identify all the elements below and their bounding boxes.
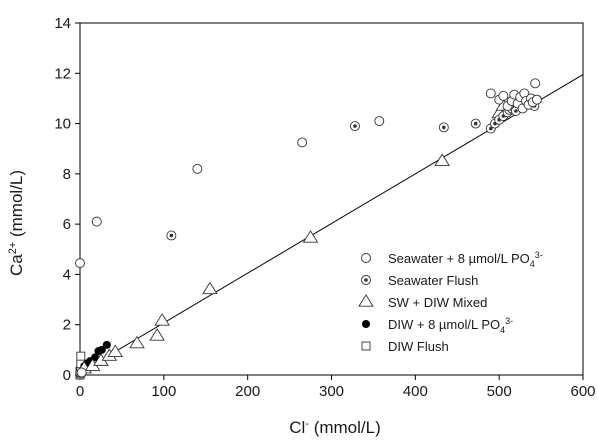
data-point-filled-circle <box>102 340 111 349</box>
x-tick-label: 500 <box>487 383 512 400</box>
data-point-open-triangle <box>202 281 218 295</box>
y-tick-label: 10 <box>54 116 71 133</box>
regression-line <box>79 74 584 373</box>
data-point-open-triangle <box>107 344 124 358</box>
trend-line-group <box>79 74 584 373</box>
data-point-dotted-circle <box>438 122 449 133</box>
axes: 0 100 200 300 400 500 600 0 2 4 6 8 10 12 14 <box>54 15 595 400</box>
marker-dot <box>442 125 446 130</box>
y-tick-label: 14 <box>54 15 71 32</box>
x-tick-label: 300 <box>319 383 344 400</box>
x-tick-label: 600 <box>570 383 595 400</box>
data-point-open-circle <box>498 90 509 101</box>
data-point-open-triangle <box>149 328 165 341</box>
marker-dot <box>473 121 478 126</box>
marker-dot <box>169 233 174 238</box>
data-point-open-circle <box>374 116 385 127</box>
marker-dot <box>488 126 493 131</box>
legend: Seawater + 8 µmol/L PO43- Seawater Flush S… <box>358 250 543 354</box>
data-point-dotted-circle <box>350 121 360 132</box>
legend-label: DIW + 8 µmol/L PO43- <box>388 316 513 335</box>
y-tick-label: 12 <box>54 65 71 82</box>
y-tick-label: 0 <box>63 367 71 384</box>
x-tick-label: 400 <box>403 383 428 400</box>
x-tick-label: 100 <box>151 383 176 400</box>
y-tick-label: 4 <box>63 266 71 283</box>
data-point-open-circle <box>531 94 542 105</box>
legend-label: Seawater Flush <box>388 273 478 288</box>
marker-dot <box>364 278 368 282</box>
y-tick-label: 2 <box>63 317 71 334</box>
data-point-open-triangle <box>434 153 450 166</box>
legend-label: Seawater + 8 µmol/L PO43- <box>388 250 543 269</box>
data-point-open-triangle <box>154 313 170 326</box>
data-point-open-circle <box>297 137 308 148</box>
x-tick-label: 200 <box>235 383 260 400</box>
y-tick-label: 6 <box>63 216 71 233</box>
data-point-open-square <box>76 351 86 361</box>
marker-dot <box>353 124 357 128</box>
y-tick-label: 8 <box>63 166 71 183</box>
y-axis-title: Ca2+ (mmol/L) <box>7 170 26 276</box>
legend-marker-filled-circle <box>362 320 370 328</box>
legend-marker-open-square <box>361 341 371 351</box>
legend-label: DIW Flush <box>388 339 449 354</box>
x-axis-title: Cl- (mmol/L) <box>289 418 381 437</box>
data-point-open-circle <box>530 78 541 89</box>
data-point-open-circle <box>485 88 496 99</box>
legend-marker-open-triangle <box>358 294 374 307</box>
data-point-open-circle <box>75 258 85 269</box>
data-point-open-triangle <box>129 335 145 349</box>
marker-dot <box>514 109 518 113</box>
data-point-dotted-circle <box>470 118 481 129</box>
x-tick-label: 0 <box>76 383 84 400</box>
legend-label: SW + DIW Mixed <box>388 295 487 310</box>
data-point-dotted-circle <box>166 230 177 241</box>
data-point-open-circle <box>192 163 203 174</box>
data-point-open-circle <box>76 367 87 378</box>
data-point-filled-circle <box>97 345 106 354</box>
data-point-open-circle <box>91 216 102 227</box>
data-point-open-triangle <box>302 230 319 243</box>
legend-marker-open-circle <box>361 253 371 263</box>
data-points <box>75 78 542 380</box>
legend-marker-dotted-circle <box>361 275 371 285</box>
